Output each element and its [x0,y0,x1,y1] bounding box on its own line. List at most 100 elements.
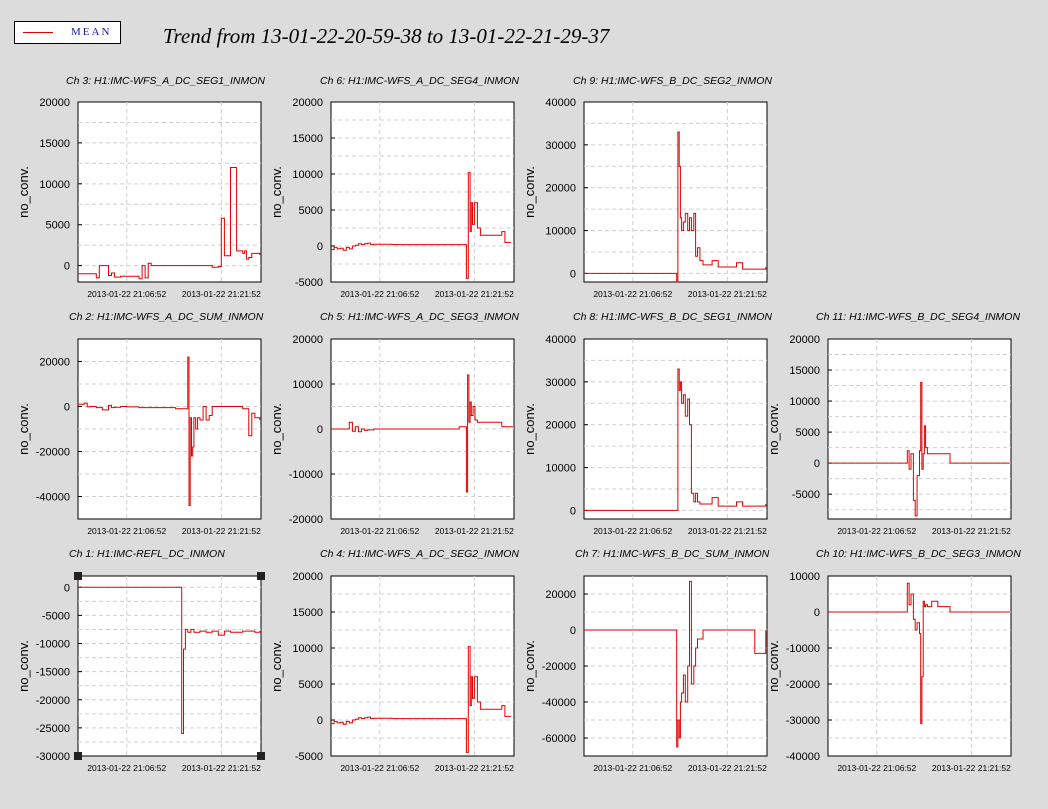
y-tick-label: 10000 [789,396,820,408]
y-tick-label: 30000 [545,377,576,389]
y-tick-label: 20000 [39,97,70,109]
y-tick-label: 5000 [46,220,70,232]
selection-handle[interactable] [74,752,82,760]
y-tick-label: -40000 [36,492,70,504]
x-tick-label: 2013-01-22 21:06:52 [340,763,419,773]
y-tick-label: -10000 [289,469,323,481]
chart-title: Ch 3: H1:IMC-WFS_A_DC_SEG1_INMON [66,75,265,87]
y-tick-label: 20000 [545,589,576,601]
chart-title: Ch 1: H1:IMC-REFL_DC_INMON [69,548,225,560]
y-tick-label: 0 [317,424,323,436]
chart-panel-3: Ch 9: H1:IMC-WFS_B_DC_SEG2_INMON 0 10000 20… [522,75,772,299]
chart-panel-8: Ch 1: H1:IMC-REFL_DC_INMON -30000 -25000 -2… [16,548,265,773]
chart-title: Ch 4: H1:IMC-WFS_A_DC_SEG2_INMON [320,548,519,560]
y-tick-label: -20000 [786,679,820,691]
y-tick-label: -15000 [36,667,70,679]
y-tick-label: -30000 [36,751,70,763]
x-tick-label: 2013-01-22 21:21:52 [688,289,767,299]
x-tick-label: 2013-01-22 21:06:52 [340,526,419,536]
y-tick-label: 20000 [789,334,820,346]
x-tick-label: 2013-01-22 21:21:52 [182,526,261,536]
y-axis-label: no_conv. [522,640,537,692]
y-tick-label: 10000 [545,463,576,475]
y-axis-label: no_conv. [16,166,31,218]
chart-panel-2: Ch 6: H1:IMC-WFS_A_DC_SEG4_INMON -5000 0 50… [269,75,519,299]
x-tick-label: 2013-01-22 21:06:52 [87,526,166,536]
chart-title: Ch 11: H1:IMC-WFS_B_DC_SEG4_INMON [816,311,1020,323]
y-tick-label: 10000 [789,571,820,583]
y-axis-label: no_conv. [16,640,31,692]
y-tick-label: 0 [64,261,70,273]
selection-handle[interactable] [257,572,265,580]
x-tick-label: 2013-01-22 21:06:52 [593,289,672,299]
selection-handle[interactable] [74,572,82,580]
chart-title: Ch 10: H1:IMC-WFS_B_DC_SEG3_INMON [816,548,1021,560]
y-tick-label: 15000 [789,365,820,377]
y-tick-label: 5000 [299,679,323,691]
y-tick-label: -20000 [542,661,576,673]
y-tick-label: -10000 [36,639,70,651]
series-line-mean [78,586,261,734]
legend-line-swatch [23,32,53,33]
series-line-mean [828,381,1010,517]
x-tick-label: 2013-01-22 21:21:52 [435,289,514,299]
x-tick-label: 2013-01-22 21:21:52 [182,289,261,299]
plot-area [583,338,768,520]
y-tick-label: 0 [570,625,576,637]
y-tick-label: -5000 [295,277,323,289]
chart-panel-6: Ch 8: H1:IMC-WFS_B_DC_SEG1_INMON 0 10000 20… [522,311,772,536]
y-tick-label: 0 [814,607,820,619]
y-tick-label: 20000 [292,334,323,346]
chart-title: Ch 2: H1:IMC-WFS_A_DC_SUM_INMON [69,311,264,323]
x-tick-label: 2013-01-22 21:06:52 [87,763,166,773]
chart-panel-7: Ch 11: H1:IMC-WFS_B_DC_SEG4_INMON -5000 0 5… [766,311,1020,536]
y-tick-label: 40000 [545,334,576,346]
chart-title: Ch 5: H1:IMC-WFS_A_DC_SEG3_INMON [320,311,519,323]
y-tick-label: -5000 [792,489,820,501]
series-line-mean [331,646,511,753]
y-tick-label: -25000 [36,723,70,735]
y-tick-label: 10000 [292,169,323,181]
y-tick-label: 20000 [545,183,576,195]
y-tick-label: 20000 [545,420,576,432]
y-axis-label: no_conv. [269,640,284,692]
chart-panel-9: Ch 4: H1:IMC-WFS_A_DC_SEG2_INMON -5000 0 50… [269,548,519,773]
y-tick-label: -5000 [295,751,323,763]
legend: MEAN [14,21,121,44]
page-title: Trend from 13-01-22-20-59-38 to 13-01-22… [163,24,610,48]
x-tick-label: 2013-01-22 21:06:52 [593,526,672,536]
y-tick-label: -40000 [542,697,576,709]
y-tick-label: 10000 [292,643,323,655]
chart-title: Ch 7: H1:IMC-WFS_B_DC_SUM_INMON [575,548,770,560]
selection-handle[interactable] [257,752,265,760]
series-line-mean [78,167,261,280]
series-line-mean [828,582,1010,725]
y-tick-label: 10000 [292,379,323,391]
x-tick-label: 2013-01-22 21:06:52 [87,289,166,299]
y-tick-label: -30000 [786,715,820,727]
y-tick-label: 0 [317,241,323,253]
plot-area [827,338,1012,520]
x-tick-label: 2013-01-22 21:06:52 [837,526,916,536]
y-tick-label: 5000 [796,427,820,439]
y-tick-label: -20000 [36,695,70,707]
x-tick-label: 2013-01-22 21:21:52 [435,526,514,536]
chart-panel-4: Ch 2: H1:IMC-WFS_A_DC_SUM_INMON -40000 -20… [16,311,264,536]
y-tick-label: -40000 [786,751,820,763]
x-tick-label: 2013-01-22 21:21:52 [932,763,1011,773]
y-axis-label: no_conv. [766,640,781,692]
chart-panel-1: Ch 3: H1:IMC-WFS_A_DC_SEG1_INMON 0 5000 100… [16,75,265,299]
y-tick-label: 0 [64,402,70,414]
y-tick-label: 0 [317,715,323,727]
chart-panel-11: Ch 10: H1:IMC-WFS_B_DC_SEG3_INMON -40000 -… [766,548,1021,773]
y-tick-label: 0 [64,582,70,594]
y-tick-label: -10000 [786,643,820,655]
series-line-mean [584,131,767,283]
y-tick-label: 15000 [39,138,70,150]
y-tick-label: 10000 [39,179,70,191]
x-tick-label: 2013-01-22 21:06:52 [837,763,916,773]
plot-area [583,101,768,283]
y-tick-label: 0 [570,505,576,517]
y-axis-label: no_conv. [522,166,537,218]
